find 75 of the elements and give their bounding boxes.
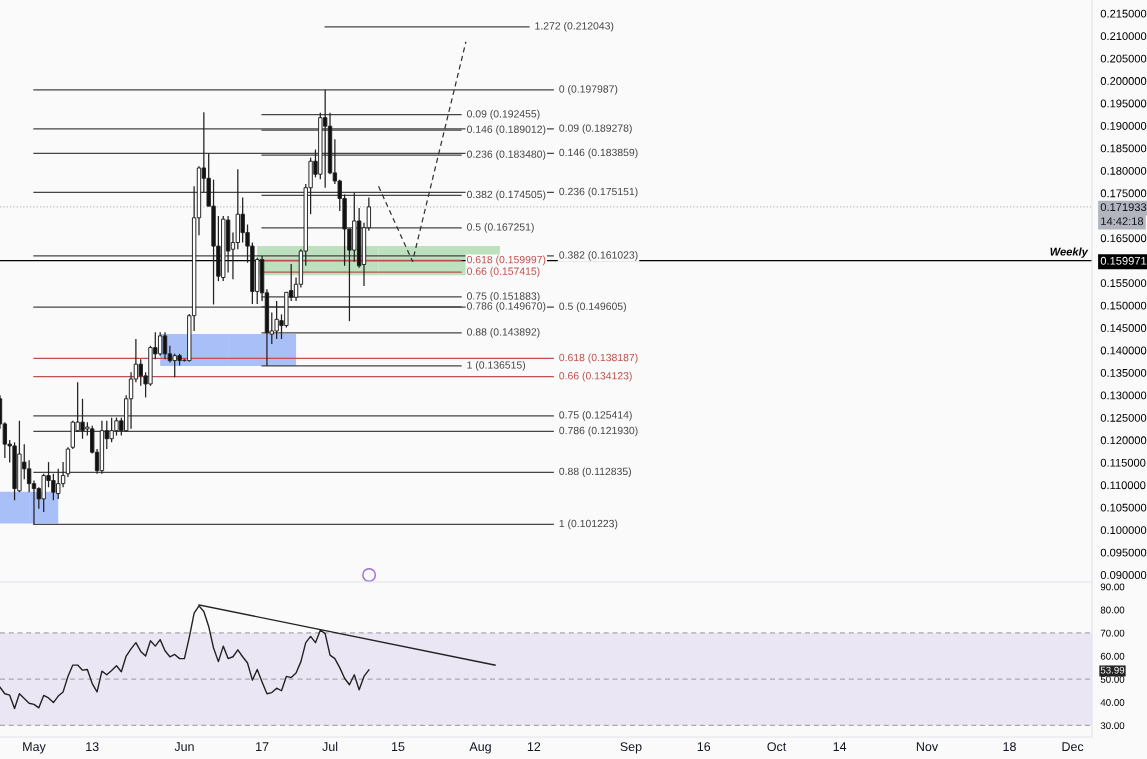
series-label: 0.5 (0.167251): [467, 223, 534, 233]
x-tick-label: 12: [527, 742, 541, 751]
y-tick-label: 0.165000: [1100, 234, 1147, 243]
series-label: 0.88 (0.143892): [467, 327, 540, 338]
series-label: 1 (0.136515): [467, 361, 526, 371]
series-label: 0.88 (0.112835): [559, 467, 631, 478]
y-tick-label: 0.130000: [1100, 391, 1147, 400]
text: 14:42:18: [1101, 217, 1144, 226]
series-label: 1 (0.101223): [559, 519, 618, 530]
y-tick-label: 0.145000: [1100, 324, 1147, 332]
series-label: 0.382 (0.161023): [559, 251, 638, 261]
x-tick-label: Nov: [916, 742, 939, 752]
series-label: 0.236 (0.175151): [559, 187, 638, 198]
y-tick-label: 53.99: [1100, 666, 1125, 674]
y-tick-label: 70.00: [1100, 629, 1125, 637]
y-tick-label: 0.120000: [1100, 436, 1147, 445]
y-tick-label: 0.190000: [1100, 122, 1147, 130]
y-tick-label: 0.105000: [1100, 503, 1147, 512]
series-label: 0.5 (0.149605): [559, 302, 626, 312]
y-tick-label: 0.171933: [1100, 203, 1147, 212]
x-tick-label: 13: [86, 742, 99, 752]
series-label: 0.618 (0.159997): [467, 255, 546, 266]
series-label: 0.146 (0.189012): [467, 125, 546, 136]
series-label: 0.382 (0.174505): [467, 190, 546, 201]
y-tick-label: 0.175000: [1100, 189, 1147, 198]
y-tick-label: 0.180000: [1100, 166, 1147, 175]
x-tick-label: 15: [391, 742, 405, 752]
series-label: 0.66 (0.157415): [467, 267, 540, 277]
x-tick-label: Jul: [322, 741, 338, 752]
y-tick-label: 0.155000: [1100, 279, 1147, 288]
series-label: 0.09 (0.189278): [559, 124, 632, 134]
y-tick-label: 0.095000: [1100, 548, 1147, 557]
y-tick-label: 0.125000: [1100, 413, 1147, 422]
series-label: 0 (0.197987): [559, 85, 618, 95]
x-tick-label: 17: [256, 742, 269, 751]
x-tick-label: Aug: [469, 742, 491, 754]
y-tick-label: 80.00: [1100, 606, 1125, 614]
y-tick-label: 0.215000: [1100, 9, 1147, 18]
y-tick-label: 40.00: [1100, 699, 1125, 706]
series-label: 0.09 (0.192455): [467, 109, 540, 120]
x-tick-label: Jun: [174, 742, 194, 752]
y-tick-label: 30.00: [1100, 722, 1125, 730]
series-label: 0.75 (0.151883): [467, 292, 540, 302]
y-tick-label: 90.00: [1100, 583, 1125, 591]
series-label: 0.786 (0.149670): [467, 302, 546, 312]
y-tick-label: 0.210000: [1100, 32, 1147, 41]
x-tick-label: Sep: [620, 742, 642, 754]
series-label: 0.66 (0.134123): [559, 371, 632, 382]
series-label: 0.786 (0.121930): [559, 426, 638, 437]
y-tick-label: 0.200000: [1100, 77, 1147, 85]
x-tick-label: 18: [1003, 742, 1016, 752]
x-tick-label: Dec: [1062, 742, 1084, 752]
y-tick-label: 0.205000: [1100, 54, 1147, 63]
y-tick-label: 0.090000: [1100, 571, 1147, 579]
series-label: 0.75 (0.125414): [559, 410, 632, 421]
x-tick-label: 16: [697, 742, 711, 752]
series-label: 0.618 (0.138187): [559, 353, 638, 364]
x-tick-label: 14: [833, 742, 847, 751]
y-tick-label: 0.115000: [1100, 458, 1146, 467]
y-tick-label: 0.159971: [1100, 256, 1147, 265]
y-tick-label: 0.185000: [1100, 144, 1147, 153]
y-tick-label: 0.135000: [1100, 369, 1147, 377]
series-label: 0.146 (0.183859): [559, 148, 638, 159]
x-tick-label: Oct: [767, 742, 787, 752]
y-tick-label: 50.00: [1100, 675, 1125, 683]
x-tick-label: May: [23, 742, 46, 754]
y-tick-label: 0.195000: [1100, 99, 1147, 108]
series-label: 0.236 (0.183480): [467, 150, 546, 160]
y-tick-label: 60.00: [1100, 652, 1125, 660]
y-tick-label: 0.150000: [1100, 301, 1147, 310]
y-tick-label: 0.140000: [1100, 346, 1147, 355]
y-tick-label: 0.100000: [1100, 526, 1147, 535]
series-label: 1.272 (0.212043): [535, 21, 614, 32]
ref-line-label: Weekly: [1050, 247, 1089, 258]
y-tick-label: 0.110000: [1100, 481, 1146, 490]
